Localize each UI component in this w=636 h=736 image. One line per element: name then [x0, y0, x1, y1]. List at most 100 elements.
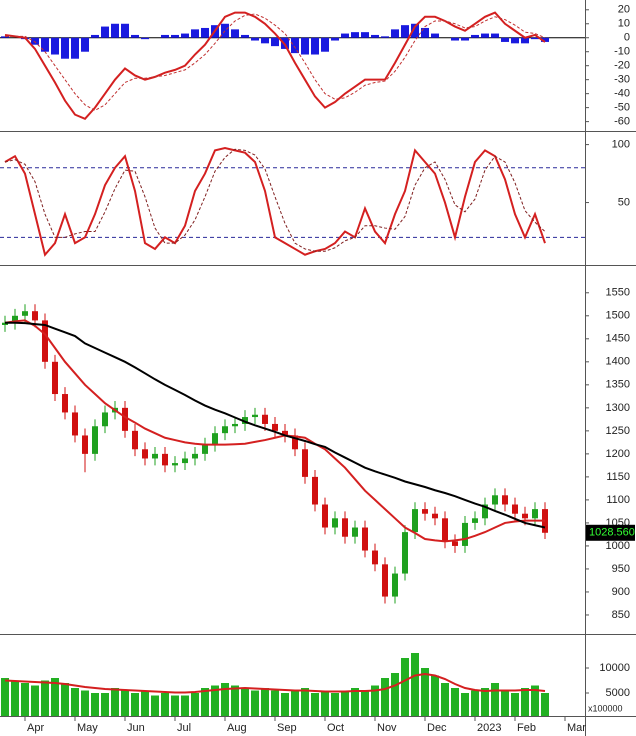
histogram-bar	[451, 37, 459, 41]
volume-bar	[241, 688, 249, 716]
y-tick-label: 100	[612, 138, 630, 150]
candle-body	[392, 573, 398, 597]
y-tick-label: 5000	[606, 687, 630, 699]
candle-body	[122, 407, 128, 431]
candle-body	[502, 495, 508, 505]
volume-bar	[521, 688, 529, 716]
volume-bar	[421, 668, 429, 716]
volume-bar	[21, 683, 29, 716]
candle-body	[482, 504, 488, 519]
histogram-bar	[101, 26, 109, 38]
histogram-bar	[141, 37, 149, 40]
volume-bar	[441, 683, 449, 716]
y-tick-label: 1400	[606, 356, 630, 368]
y-tick-label: 1500	[606, 310, 630, 322]
volume-bar	[311, 693, 319, 716]
histogram-bar	[391, 29, 399, 38]
histogram-bar	[501, 37, 509, 42]
histogram-bar	[171, 34, 179, 38]
y-tick-label: 10000	[599, 662, 630, 674]
x-tick-label: Aug	[227, 722, 247, 734]
candle-body	[372, 550, 378, 565]
candle-body	[252, 414, 258, 418]
candle-body	[462, 522, 468, 546]
volume-bar	[81, 690, 89, 716]
x-tick-label: Sep	[277, 722, 297, 734]
volume-bar	[461, 693, 469, 716]
volume-bar	[1, 678, 9, 716]
candle-body	[152, 453, 158, 459]
volume-bar	[491, 683, 499, 716]
volume-bar	[181, 695, 189, 716]
volume-bar	[511, 693, 519, 716]
line-series	[5, 13, 546, 112]
histogram-bar	[301, 37, 309, 55]
x-tick-label: Feb	[517, 722, 536, 734]
candle-body	[332, 518, 338, 528]
histogram-bar	[161, 34, 169, 38]
volume-bar	[251, 690, 259, 716]
histogram-bar	[231, 29, 239, 38]
volume-bar	[471, 690, 479, 716]
line-series	[4, 319, 545, 543]
volume-bar	[91, 693, 99, 716]
candle-body	[12, 315, 18, 323]
candle-body	[322, 504, 328, 528]
volume-bar	[411, 653, 419, 716]
y-tick-label: 20	[618, 4, 630, 16]
histogram-bar	[541, 37, 549, 42]
histogram-bar	[351, 32, 359, 38]
histogram-bar	[471, 34, 479, 38]
candle-body	[212, 433, 218, 445]
histogram-bar	[41, 37, 49, 52]
line-series	[4, 672, 546, 694]
histogram-bar	[261, 37, 269, 44]
candle-body	[302, 449, 308, 477]
y-tick-label: -20	[614, 60, 630, 72]
unit-label: x100000	[588, 703, 623, 713]
y-tick-label: 50	[618, 196, 630, 208]
candle-body	[192, 453, 198, 459]
volume-bar	[231, 685, 239, 716]
histogram-bar	[371, 34, 379, 38]
volume-bar	[371, 685, 379, 716]
line-series	[4, 147, 546, 257]
candle-body	[422, 509, 428, 514]
y-tick-label: 1200	[606, 448, 630, 460]
volume-bar	[171, 695, 179, 716]
volume-bar	[121, 690, 129, 716]
candle-body	[82, 435, 88, 454]
histogram-bar	[291, 37, 299, 54]
candle-body	[262, 414, 268, 424]
volume-bar	[221, 683, 229, 716]
y-tick-label: -60	[614, 116, 630, 128]
candle-body	[382, 564, 388, 597]
volume-bar	[61, 683, 69, 716]
y-tick-label: 1000	[606, 540, 630, 552]
x-tick-label: Nov	[377, 722, 397, 734]
volume-bar	[201, 688, 209, 716]
histogram-bar	[61, 37, 69, 59]
volume-bar	[101, 693, 109, 716]
line-series	[4, 11, 546, 121]
histogram-bar	[491, 33, 499, 38]
y-tick-label: 1150	[606, 471, 630, 483]
candle-body	[292, 435, 298, 450]
volume-bar	[261, 688, 269, 716]
x-tick-label: 2023	[477, 722, 501, 734]
candle-body	[42, 320, 48, 362]
volume-bar	[331, 693, 339, 716]
volume-bar	[341, 690, 349, 716]
histogram-bar	[201, 27, 209, 38]
volume-bar	[51, 678, 59, 716]
line-series	[4, 148, 546, 252]
volume-bar	[301, 688, 309, 716]
candle-body	[202, 444, 208, 454]
volume-bar	[151, 695, 159, 716]
candle-body	[362, 527, 368, 551]
histogram-bar	[1, 36, 9, 38]
candle-body	[62, 394, 68, 413]
x-tick-label: Dec	[427, 722, 447, 734]
